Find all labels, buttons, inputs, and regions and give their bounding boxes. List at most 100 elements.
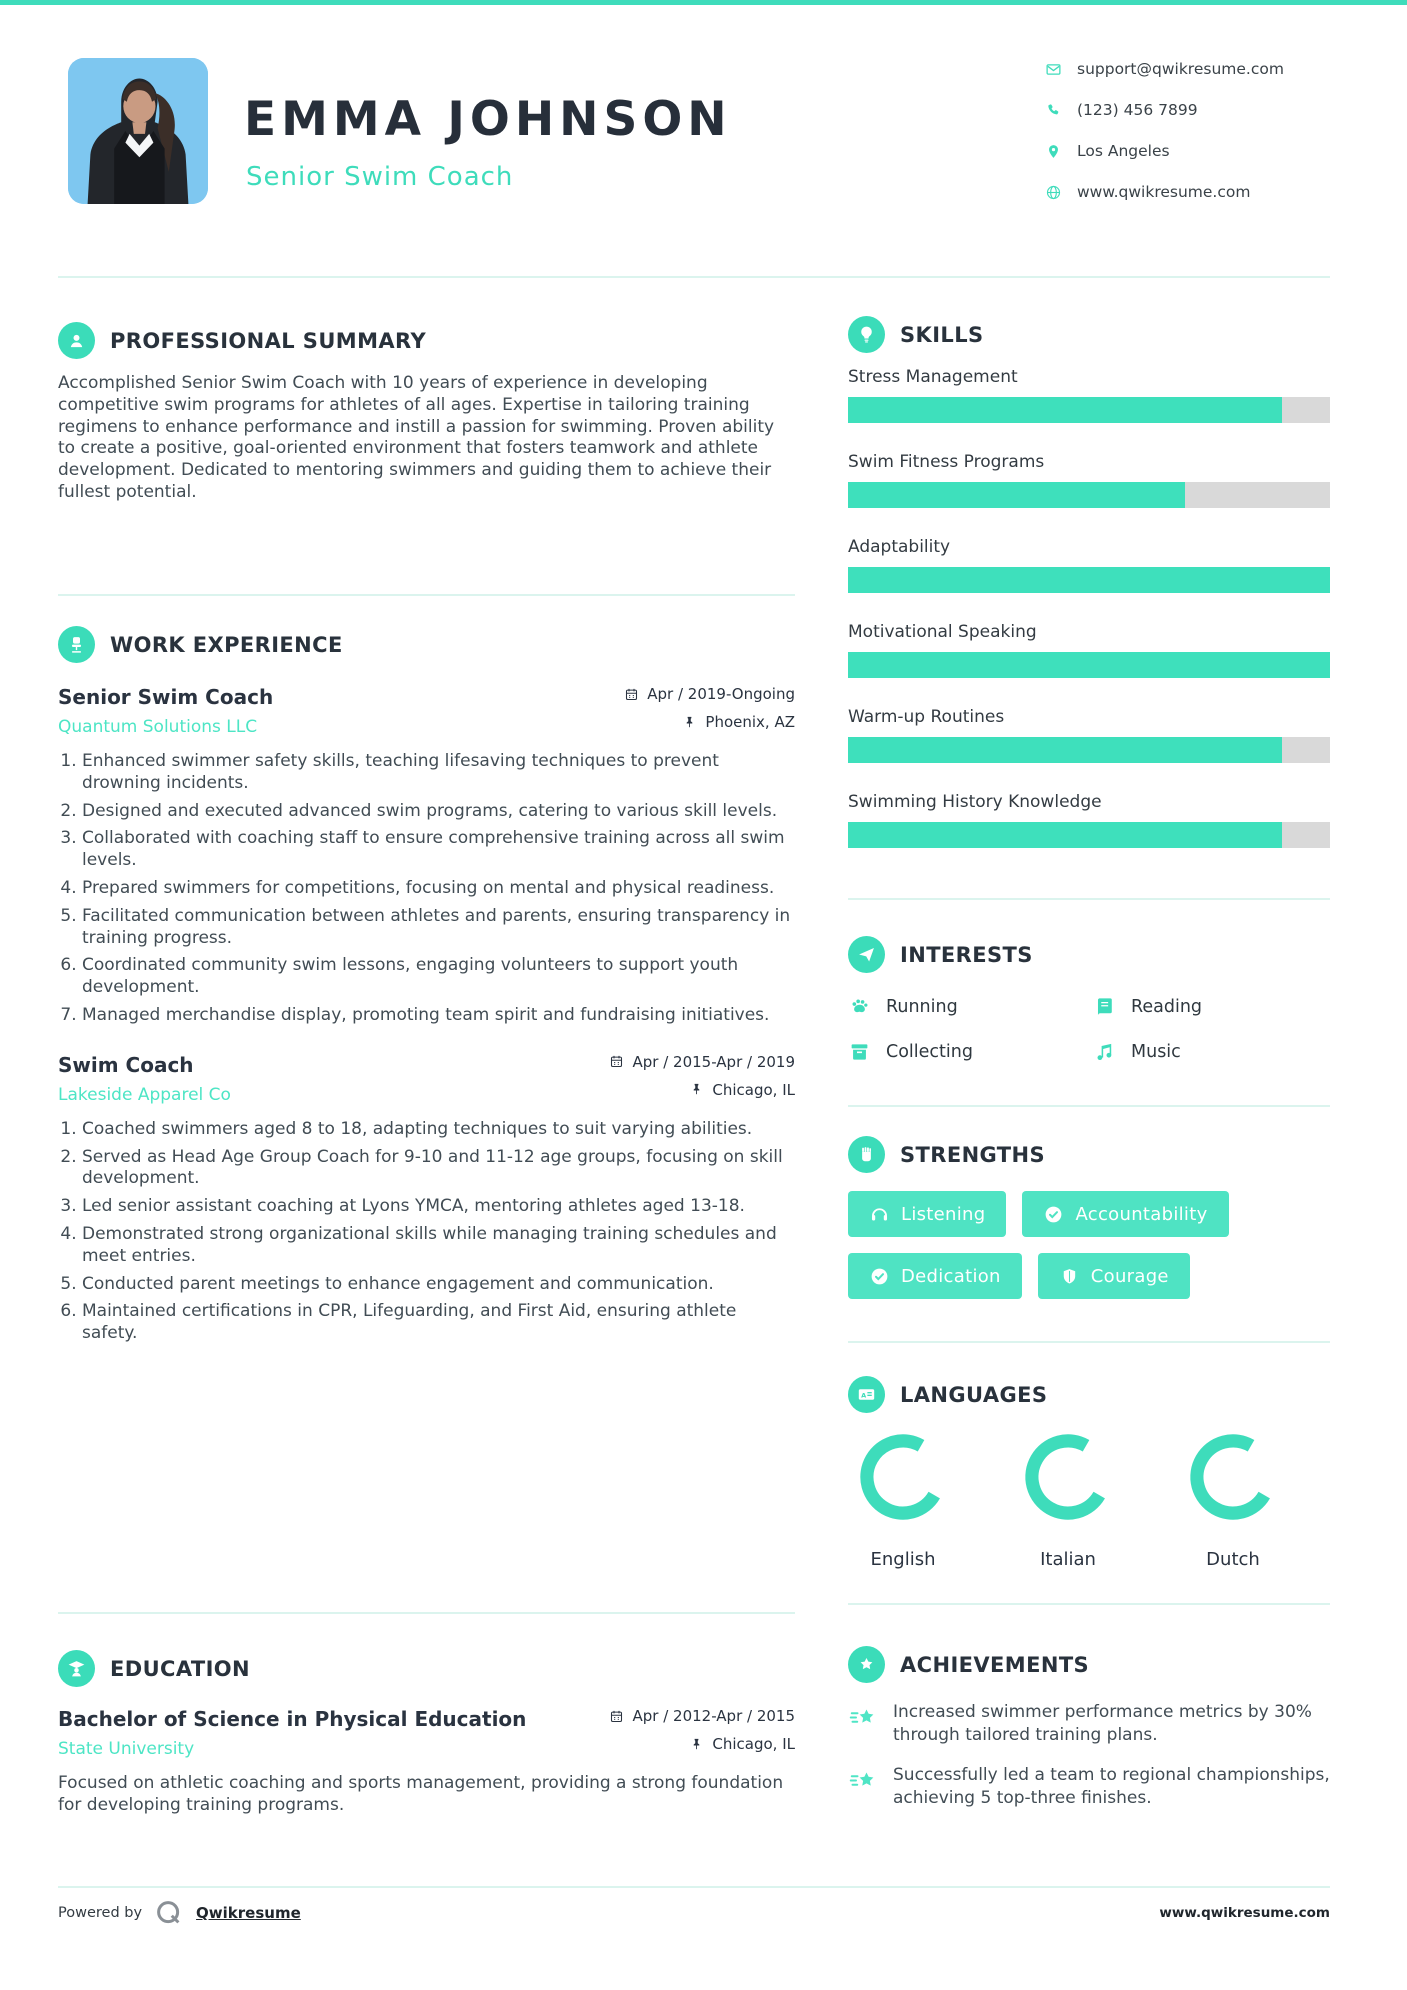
person-job-title: Senior Swim Coach (246, 162, 514, 192)
qwikresume-link[interactable]: Qwikresume (196, 1904, 301, 1922)
achievements-section: ACHIEVEMENTS Increased swimmer performan… (848, 1646, 1330, 1809)
section-title: WORK EXPERIENCE (110, 632, 343, 657)
skill-name: Adaptability (848, 537, 951, 557)
work-experience-header: WORK EXPERIENCE (58, 626, 795, 663)
language-ring (1190, 1434, 1276, 1520)
education-location-row: Chicago, IL (689, 1735, 795, 1753)
contact-website: www.qwikresume.com (1077, 183, 1251, 201)
skill-item: Swimming History Knowledge (848, 792, 1330, 848)
school-name: State University (58, 1739, 195, 1759)
job-location-row: Phoenix, AZ (682, 713, 795, 731)
language-item: Dutch (1178, 1433, 1288, 1570)
job-bullet-list: Coached swimmers aged 8 to 18, adapting … (58, 1119, 795, 1345)
job-dates: Apr / 2015-Apr / 2019 (632, 1052, 795, 1071)
job-bullet: Collaborated with coaching staff to ensu… (82, 828, 795, 872)
job-meta: Apr / 2019-Ongoing Phoenix, AZ (624, 685, 795, 731)
check-circle-icon (1046, 1206, 1062, 1222)
job-bullet: Managed merchandise display, promoting t… (82, 1005, 795, 1027)
paw-icon (852, 999, 868, 1013)
skill-name: Warm-up Routines (848, 707, 1005, 727)
footer-branding: Powered by Qwikresume (58, 1898, 301, 1928)
right-divider-3 (848, 1341, 1330, 1343)
job-header: Swim Coach Lakeside Apparel Co Apr / 201… (58, 1053, 795, 1105)
graduate-icon (58, 1650, 95, 1687)
right-divider-1 (848, 898, 1330, 900)
interest-label: Reading (1131, 996, 1203, 1017)
summary-text: Accomplished Senior Swim Coach with 10 y… (58, 373, 775, 502)
degree-school: Bachelor of Science in Physical Educatio… (58, 1707, 526, 1759)
office-chair-icon (58, 626, 95, 663)
interests-section: INTERESTS Running Reading Collecting Mus… (848, 936, 1330, 1063)
music-note-icon (1097, 1043, 1112, 1061)
contact-location-row: Los Angeles (1045, 142, 1284, 160)
contact-location: Los Angeles (1077, 142, 1170, 160)
job-bullet: Prepared swimmers for competitions, focu… (82, 878, 795, 900)
calendar-icon (626, 688, 638, 700)
language-ring (860, 1434, 946, 1520)
contact-block: support@qwikresume.com (123) 456 7899 Lo… (1045, 60, 1284, 224)
interest-item: Running (848, 995, 1093, 1018)
job-company: Quantum Solutions LLC (58, 717, 258, 737)
person-name: EMMA JOHNSON (244, 92, 732, 147)
archive-box-icon (851, 1044, 868, 1060)
job-bullet: Conducted parent meetings to enhance eng… (82, 1274, 795, 1296)
professional-summary-header: PROFESSIONAL SUMMARY (58, 322, 795, 359)
contact-email-row: support@qwikresume.com (1045, 60, 1284, 78)
job-title: Senior Swim Coach (58, 685, 274, 709)
skills-header: SKILLS (848, 316, 1330, 353)
education-dates: Apr / 2012-Apr / 2015 (632, 1707, 795, 1725)
achievement-text: Increased swimmer performance metrics by… (893, 1702, 1312, 1745)
footer-divider (58, 1886, 1330, 1888)
interest-label: Collecting (886, 1041, 973, 1062)
skill-bar-fill (848, 397, 1282, 423)
skill-bar-fill (848, 737, 1282, 763)
skill-bar-fill (848, 567, 1330, 593)
job-header: Senior Swim Coach Quantum Solutions LLC … (58, 685, 795, 737)
skill-item: Motivational Speaking (848, 622, 1330, 678)
section-title: SKILLS (900, 322, 984, 347)
profile-photo-illustration (68, 58, 208, 204)
language-label: Italian (1040, 1549, 1096, 1570)
strength-label: Dedication (901, 1265, 1001, 1287)
header-divider (58, 276, 1330, 278)
job-bullet: Coached swimmers aged 8 to 18, adapting … (82, 1119, 795, 1141)
check-circle-icon (871, 1268, 888, 1284)
location-pin-icon (1049, 144, 1058, 158)
job-entry: Swim Coach Lakeside Apparel Co Apr / 201… (58, 1053, 795, 1345)
interest-item: Reading (1093, 995, 1330, 1018)
footer: Powered by Qwikresume www.qwikresume.com (58, 1898, 1330, 1928)
fist-icon (848, 1136, 885, 1173)
skill-bar-track (848, 397, 1330, 423)
skill-name: Swim Fitness Programs (848, 452, 1045, 472)
job-location: Phoenix, AZ (705, 713, 795, 731)
left-divider-2 (58, 1612, 795, 1614)
headphones-icon (871, 1207, 888, 1220)
achievement-item: Successfully led a team to regional cham… (848, 1764, 1330, 1809)
strength-pill: Listening (848, 1191, 1007, 1237)
skill-bar-fill (848, 482, 1186, 508)
achievement-text: Successfully led a team to regional cham… (893, 1765, 1330, 1808)
section-title: STRENGTHS (900, 1142, 1046, 1167)
section-title: EDUCATION (110, 1656, 251, 1681)
section-title: PROFESSIONAL SUMMARY (110, 328, 427, 353)
achievements-header: ACHIEVEMENTS (848, 1646, 1330, 1683)
job-bullet: Facilitated communication between athlet… (82, 906, 795, 950)
job-title-company: Senior Swim Coach Quantum Solutions LLC (58, 685, 273, 737)
job-bullet: Enhanced swimmer safety skills, teaching… (82, 751, 795, 795)
job-bullet-list: Enhanced swimmer safety skills, teaching… (58, 751, 795, 1027)
interest-label: Running (886, 996, 958, 1017)
strengths-pills: Listening Accountability Dedication Cour… (848, 1191, 1330, 1299)
skill-bar-track (848, 567, 1330, 593)
contact-phone: (123) 456 7899 (1077, 101, 1198, 119)
calendar-icon (611, 1710, 623, 1722)
section-title: INTERESTS (900, 942, 1033, 967)
language-ring (1025, 1434, 1111, 1520)
job-entry: Senior Swim Coach Quantum Solutions LLC … (58, 685, 795, 1027)
paper-plane-icon (848, 936, 885, 973)
powered-by-label: Powered by (58, 1905, 143, 1921)
calendar-icon (611, 1056, 623, 1068)
education-entry-header: Bachelor of Science in Physical Educatio… (58, 1707, 795, 1759)
job-title: Swim Coach (58, 1052, 194, 1077)
language-item: Italian (1013, 1433, 1123, 1570)
language-card-icon: A (848, 1376, 885, 1413)
